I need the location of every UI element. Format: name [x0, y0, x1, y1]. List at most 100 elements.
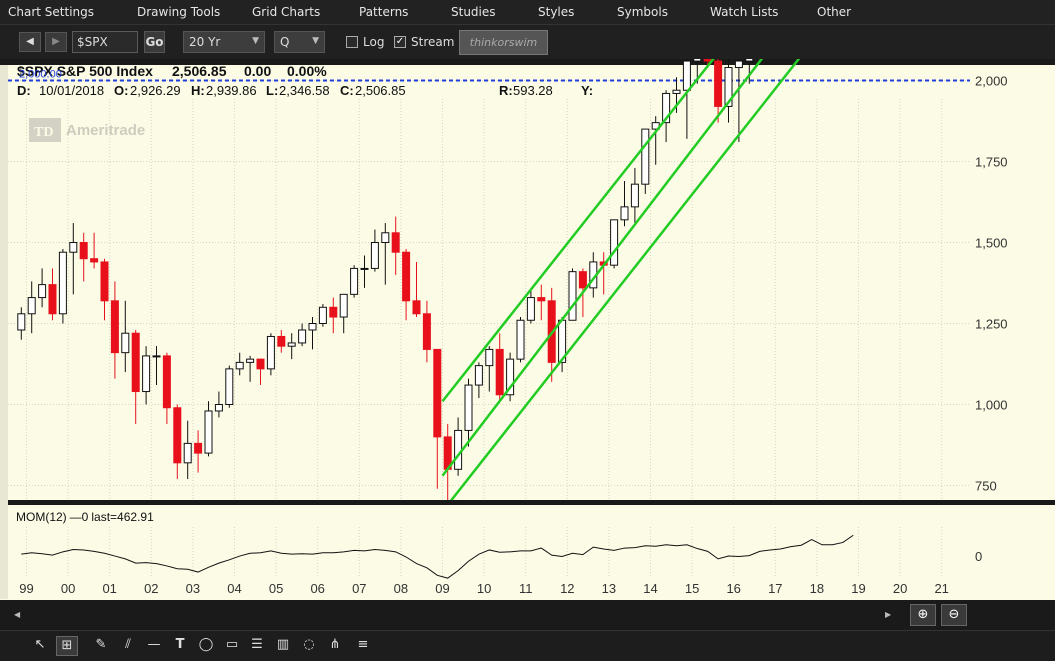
zoom-out-icon: ⊖ [948, 607, 960, 622]
scroll-right-icon[interactable]: ▶ [885, 610, 892, 619]
menu-styles[interactable]: Styles [538, 5, 575, 19]
candle-down [578, 271, 587, 289]
aggregation-select[interactable]: Q ▼ [274, 31, 325, 53]
trend-channel[interactable] [441, 0, 984, 513]
more-tools-icon[interactable]: ≡ [357, 637, 369, 652]
x-tick-label: 16 [726, 581, 740, 596]
candle-up [526, 297, 535, 321]
study-zero: 0 [82, 510, 89, 524]
candle-down [433, 348, 442, 438]
candle-down [277, 335, 286, 347]
menu-symbols[interactable]: Symbols [617, 5, 668, 19]
candle-up [69, 242, 78, 253]
x-tick-label: 13 [602, 581, 616, 596]
mom-y-tick-label: 0 [975, 549, 982, 564]
menu-watch-lists[interactable]: Watch Lists [710, 5, 779, 19]
candle-up [464, 384, 473, 431]
timeframe-select[interactable]: 20 Yr ▼ [183, 31, 265, 53]
aggregation-value: Q [280, 35, 290, 49]
date-value: 10/01/2018 [39, 83, 104, 98]
candle-up [485, 348, 494, 367]
checkbox-box[interactable] [346, 36, 358, 48]
forward-button[interactable]: ▶ [45, 32, 67, 52]
x-tick-label: 07 [352, 581, 366, 596]
study-last: last=462.91 [91, 510, 154, 524]
momentum-study [21, 534, 854, 579]
back-button[interactable]: ◀ [19, 32, 41, 52]
separator-bar [8, 500, 1055, 505]
fibonacci-tool-icon[interactable]: ☰ [251, 637, 263, 652]
level-label: 2,000.00 [19, 69, 62, 81]
rectangle-tool-icon[interactable]: ▭ [225, 637, 239, 652]
gann-tool-icon[interactable]: ▥ [276, 637, 290, 652]
top-strip [0, 59, 1055, 65]
candle-down [714, 60, 723, 107]
cursor-tool-icon[interactable]: ↖ [34, 637, 46, 652]
range-value: 593.28 [513, 83, 553, 98]
line-tool-icon[interactable]: — [147, 637, 161, 652]
log-label: Log [363, 35, 385, 49]
menu-studies[interactable]: Studies [451, 5, 496, 19]
candle-up [662, 92, 671, 124]
check-icon[interactable]: ✓ [394, 36, 406, 48]
candle-down [131, 332, 140, 393]
pencil-tool-icon[interactable]: ✎ [95, 637, 107, 652]
menu-other[interactable]: Other [817, 5, 852, 19]
x-tick-label: 03 [186, 581, 200, 596]
scroll-left-icon[interactable]: ◀ [14, 610, 21, 619]
menu-patterns[interactable]: Patterns [359, 5, 409, 19]
x-tick-label: 20 [893, 581, 907, 596]
horizontal-levels: 2,250.002,000.00 [8, 0, 970, 82]
candle-up [17, 313, 26, 331]
x-tick-label: 19 [851, 581, 865, 596]
channel-tool-icon[interactable]: ⫽ [125, 637, 131, 652]
candle-up [287, 342, 296, 347]
shape-tool-icon[interactable]: ◌ [303, 637, 315, 652]
x-tick-label: 14 [643, 581, 657, 596]
zoom-in-icon: ⊕ [917, 607, 929, 622]
candle-up [693, 57, 702, 62]
candle-down [79, 242, 88, 260]
chart-svg[interactable]: $SPX S&P 500 Index 2,506.85 0.00 0.00% D… [0, 0, 1055, 605]
crosshair-tool-icon[interactable]: ⊞ [56, 636, 78, 656]
x-tick-label: 01 [102, 581, 116, 596]
candle-up [360, 267, 369, 270]
candle-up [27, 297, 36, 315]
x-tick-label: 04 [227, 581, 241, 596]
chart-area: $SPX S&P 500 Index 2,506.85 0.00 0.00% D… [0, 0, 1055, 605]
candle-up [506, 358, 515, 396]
candle-down [329, 306, 338, 318]
candle-up [204, 410, 213, 454]
candle-up [214, 404, 223, 412]
pitchfork-tool-icon[interactable]: ⋔ [329, 637, 341, 652]
channel-line [441, 0, 809, 477]
ellipse-tool-icon[interactable]: ◯ [198, 637, 214, 652]
menu-drawing-tools[interactable]: Drawing Tools [137, 5, 221, 19]
log-checkbox[interactable]: Log [346, 35, 384, 49]
td-logo-box [29, 118, 61, 142]
candle-down [703, 57, 712, 62]
zoom-out-button[interactable]: ⊖ [941, 604, 967, 626]
text-tool-icon[interactable]: T [175, 637, 185, 652]
menu-bar: Chart Settings Drawing Tools Grid Charts… [0, 0, 1055, 25]
candle-down [391, 232, 400, 253]
left-strip [0, 65, 8, 599]
candle-up [672, 89, 681, 94]
ameritrade-watermark: TD Ameritrade [29, 118, 145, 142]
candle-up [235, 361, 244, 370]
symbol-input[interactable]: $SPX [72, 31, 138, 53]
go-button[interactable]: Go [144, 31, 165, 53]
candle-up [370, 242, 379, 269]
x-tick-label: 11 [519, 581, 533, 596]
menu-chart-settings[interactable]: Chart Settings [8, 5, 95, 19]
menu-grid-charts[interactable]: Grid Charts [252, 5, 321, 19]
stream-checkbox[interactable]: ✓ Stream [394, 35, 454, 49]
mom-line [21, 534, 854, 579]
zoom-in-button[interactable]: ⊕ [910, 604, 936, 626]
x-tick-label: 17 [768, 581, 782, 596]
x-tick-label: 18 [810, 581, 824, 596]
x-tick-label: 99 [19, 581, 33, 596]
channel-line [441, 0, 762, 403]
price-change-pct: 0.00% [287, 63, 327, 79]
candle-up [745, 47, 754, 62]
